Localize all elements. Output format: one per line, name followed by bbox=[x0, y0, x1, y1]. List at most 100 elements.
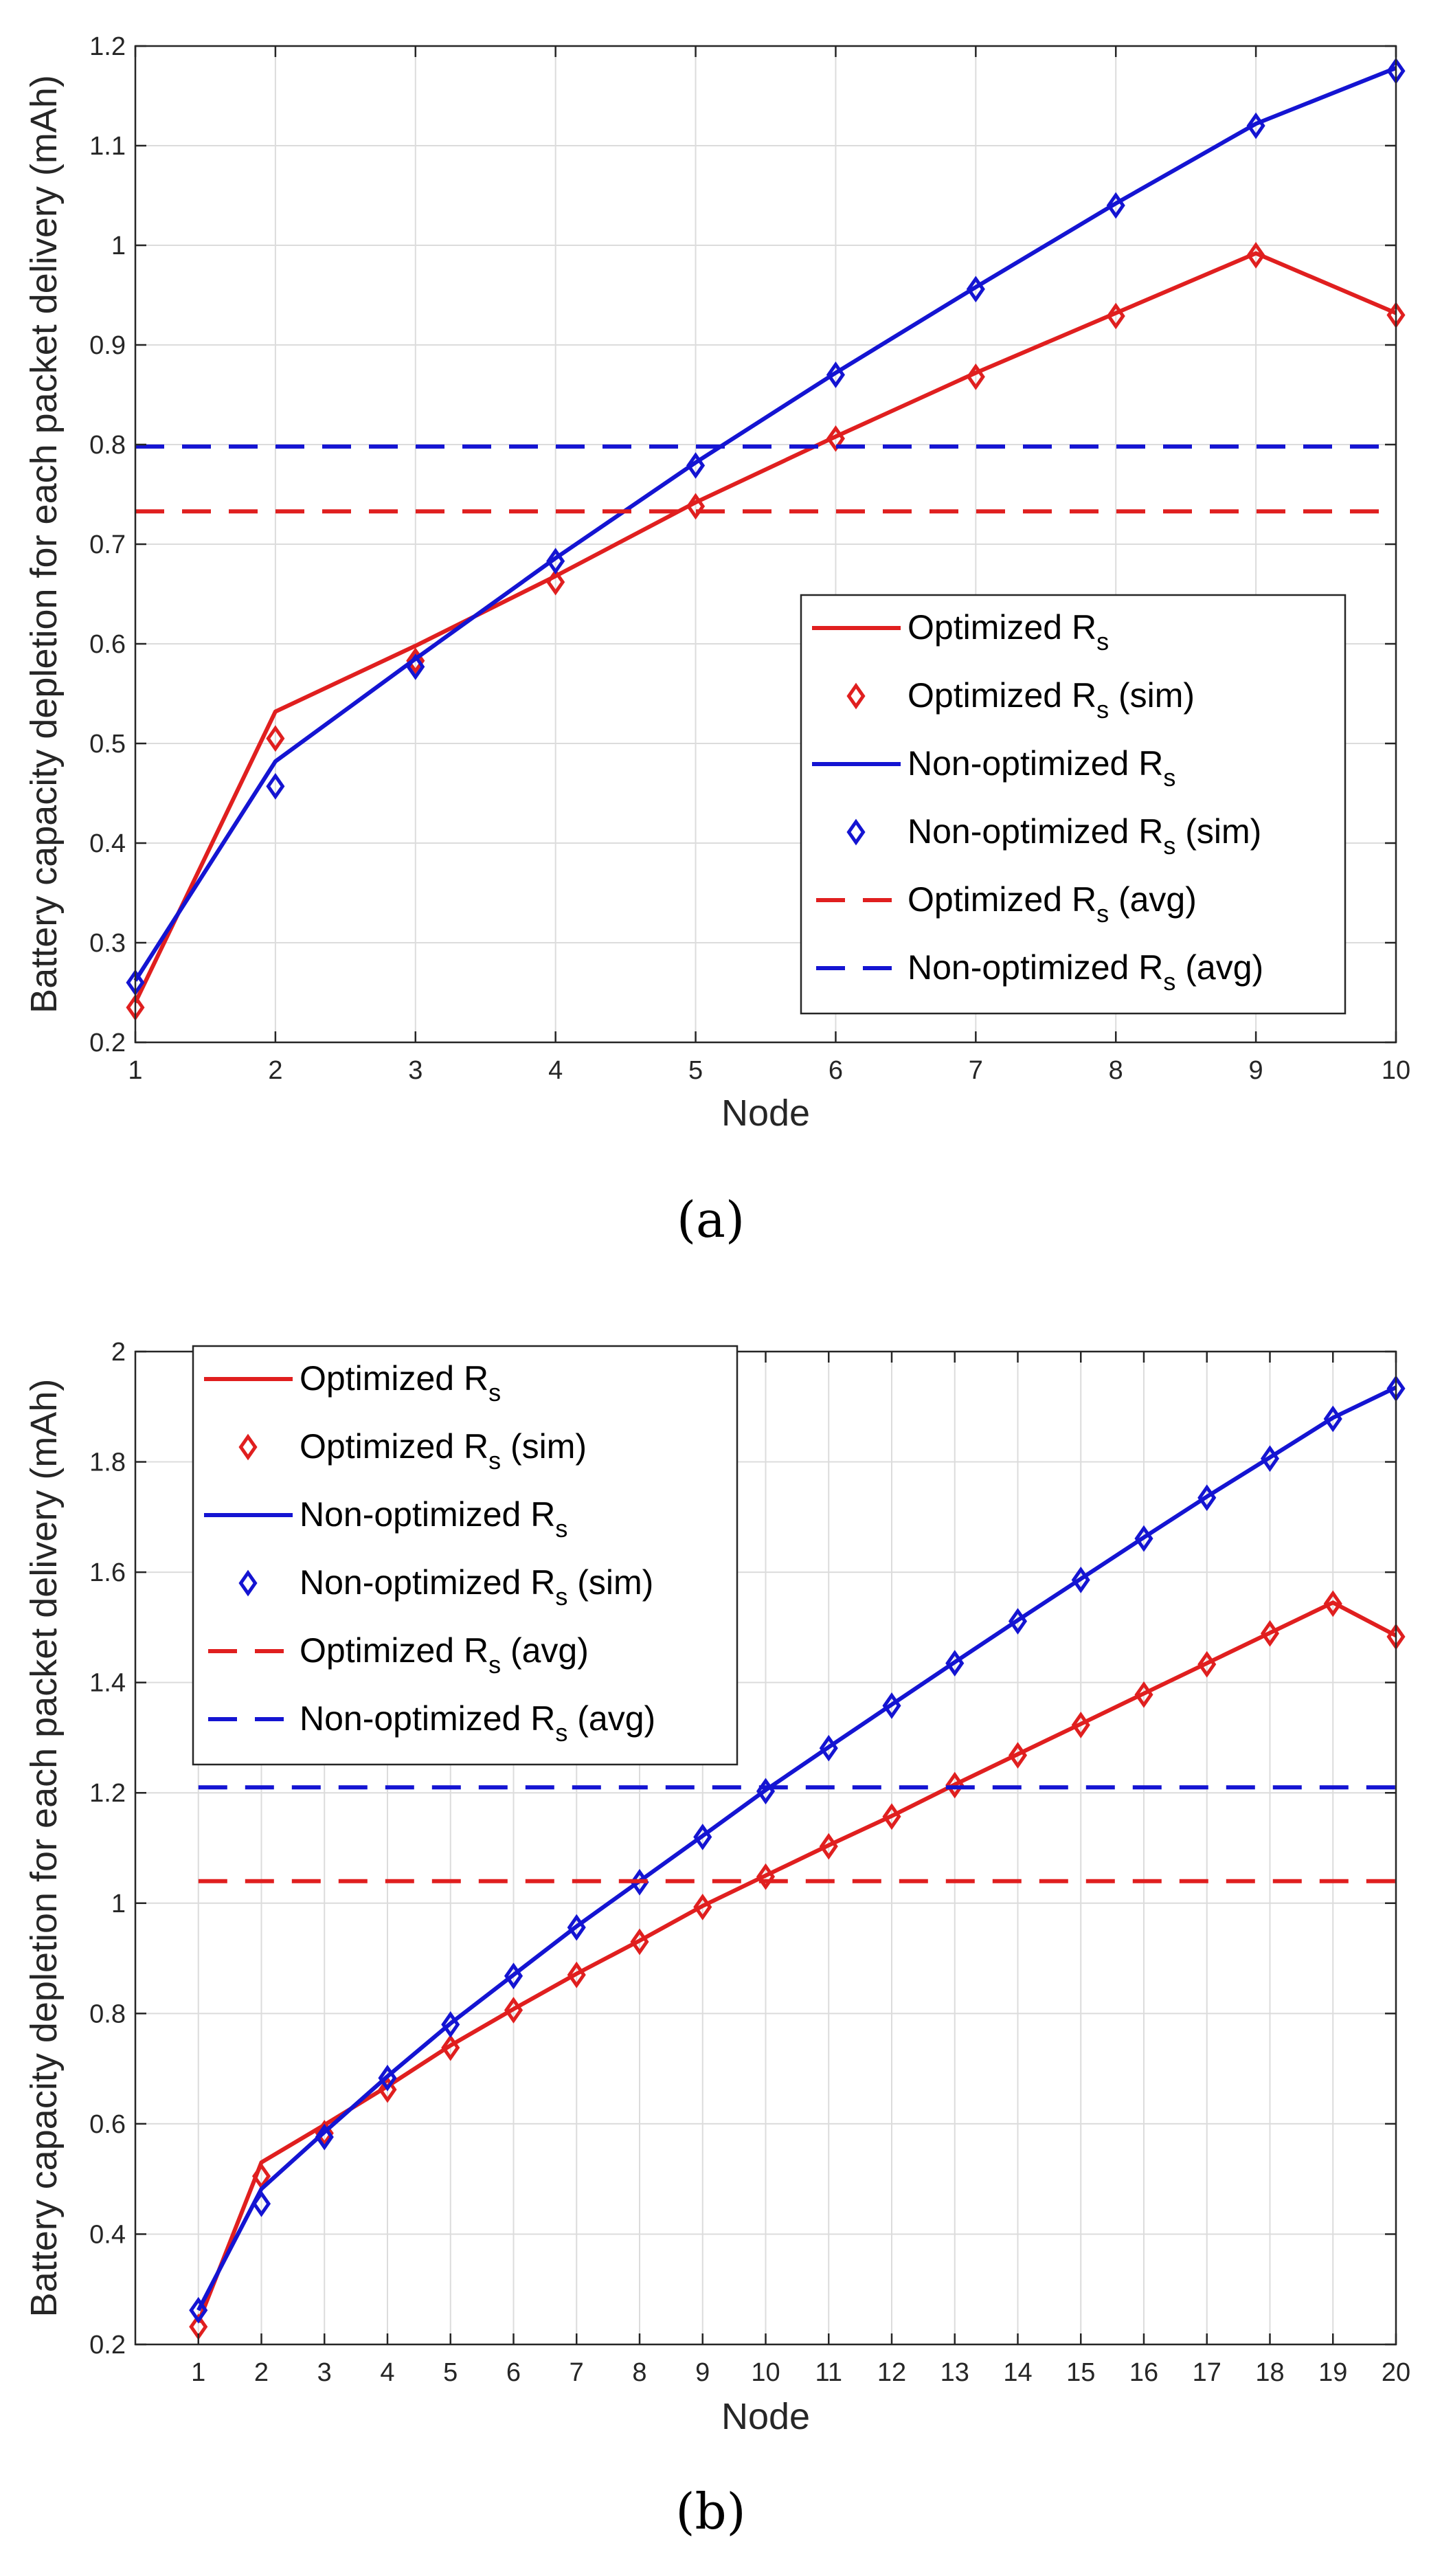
data-point bbox=[1323, 1590, 1342, 1617]
y-axis-label: Battery capacity depletion for each pack… bbox=[23, 75, 65, 1013]
chart-b: 1 2 3 4 5 6 7 8 9 10 11 12 13 14 15 16 17 18 19 200.20.40.6… bbox=[23, 1338, 1410, 2540]
legend-label: Non-optimized Rs (avg) bbox=[300, 1699, 655, 1747]
x-tick-label: 3 bbox=[408, 1056, 423, 1085]
y-tick-label: 1.1 bbox=[89, 132, 126, 161]
chart-a: 1 2 3 4 5 6 7 8 9 10 0.2 0.3 0.4 0.5 0.6 0.7 0.8 0.9 1 1.1 1… bbox=[23, 32, 1410, 1248]
legend-marker bbox=[238, 1433, 258, 1461]
x-tick-label: 19 bbox=[1318, 2358, 1347, 2387]
x-tick-label: 14 bbox=[1003, 2358, 1032, 2387]
y-tick-label: 0.2 bbox=[89, 1029, 126, 1057]
legend-label: Non-optimized Rs (sim) bbox=[908, 812, 1261, 860]
legend-entry: Optimized Rs (sim) bbox=[846, 676, 1195, 724]
x-tick-label: 15 bbox=[1066, 2358, 1095, 2387]
x-tick-label: 16 bbox=[1129, 2358, 1158, 2387]
x-tick-label: 5 bbox=[443, 2358, 458, 2387]
panel-label: (a) bbox=[677, 1191, 745, 1248]
legend-marker bbox=[238, 1569, 258, 1597]
data-point bbox=[441, 2034, 460, 2061]
x-tick-label: 1 bbox=[128, 1056, 142, 1085]
legend-label: Optimized Rs bbox=[908, 608, 1109, 656]
data-point bbox=[1134, 1681, 1153, 1708]
data-point bbox=[1197, 1484, 1217, 1512]
data-point bbox=[1260, 1620, 1280, 1647]
data-point bbox=[546, 568, 565, 596]
series-0-line bbox=[133, 251, 1397, 1004]
data-point bbox=[1246, 112, 1265, 139]
x-tick-label: 2 bbox=[254, 2358, 269, 2387]
y-tick-label: 0.5 bbox=[89, 730, 126, 759]
data-point bbox=[819, 1734, 838, 1762]
x-tick-label: 9 bbox=[695, 2358, 710, 2387]
x-tick-label: 5 bbox=[688, 1056, 703, 1085]
y-tick-label: 1 bbox=[111, 232, 126, 260]
data-point bbox=[882, 1803, 901, 1830]
data-point bbox=[966, 276, 985, 303]
data-point bbox=[1106, 192, 1125, 219]
legend: Optimized Rs Optimized Rs (sim) Non-optimi… bbox=[192, 1345, 739, 1766]
data-point bbox=[630, 1928, 649, 1956]
series-2-line bbox=[133, 66, 1397, 982]
data-point bbox=[1071, 1566, 1090, 1593]
y-tick-label: 1.8 bbox=[89, 1448, 126, 1477]
legend-label: Optimized Rs (avg) bbox=[300, 1631, 589, 1679]
y-tick-label: 1.4 bbox=[89, 1669, 126, 1698]
legend: Optimized Rs Optimized Rs (sim) Non-optimi… bbox=[800, 594, 1347, 1015]
y-tick-label: 0.6 bbox=[89, 630, 126, 659]
data-point bbox=[251, 2190, 271, 2217]
x-tick-label: 12 bbox=[877, 2358, 906, 2387]
data-point bbox=[406, 653, 425, 680]
x-tick-label: 17 bbox=[1193, 2358, 1221, 2387]
legend-entry: Non-optimized Rs (sim) bbox=[846, 812, 1261, 860]
y-tick-label: 0.6 bbox=[89, 2110, 126, 2139]
x-tick-label: 4 bbox=[380, 2358, 394, 2387]
data-point bbox=[630, 1868, 649, 1896]
y-tick-label: 1.2 bbox=[89, 32, 126, 61]
data-point bbox=[966, 363, 985, 390]
panel-label: (b) bbox=[675, 2483, 745, 2540]
data-point bbox=[266, 725, 285, 752]
x-tick-label: 20 bbox=[1382, 2358, 1410, 2387]
legend-entry: Non-optimized Rs bbox=[812, 744, 1175, 792]
y-tick-label: 0.8 bbox=[89, 431, 126, 460]
data-point bbox=[189, 2296, 208, 2324]
data-point bbox=[441, 2011, 460, 2038]
x-tick-label: 11 bbox=[815, 2358, 842, 2387]
legend-label: Non-optimized Rs (sim) bbox=[300, 1563, 653, 1611]
legend-entry: Optimized Rs bbox=[812, 608, 1109, 656]
legend-marker bbox=[846, 682, 866, 710]
x-tick-label: 8 bbox=[632, 2358, 646, 2387]
y-tick-label: 0.3 bbox=[89, 929, 126, 958]
legend-entry: Optimized Rs (avg) bbox=[816, 880, 1197, 928]
data-point bbox=[819, 1833, 838, 1860]
data-point bbox=[686, 493, 706, 520]
legend-label: Optimized Rs (avg) bbox=[908, 880, 1197, 928]
data-point bbox=[378, 2064, 397, 2092]
legend-label: Optimized Rs bbox=[300, 1359, 501, 1407]
series-0-line bbox=[196, 1600, 1397, 2323]
data-point bbox=[1071, 1712, 1090, 1738]
data-point bbox=[826, 361, 845, 388]
x-tick-label: 4 bbox=[548, 1056, 563, 1085]
data-point bbox=[1008, 1608, 1028, 1635]
x-tick-label: 9 bbox=[1249, 1056, 1263, 1085]
data-point bbox=[1260, 1445, 1280, 1472]
legend-label: Non-optimized Rs bbox=[300, 1495, 567, 1543]
data-point bbox=[756, 1863, 776, 1890]
data-point bbox=[504, 1997, 523, 2024]
legend-label: Optimized Rs (sim) bbox=[908, 676, 1195, 724]
legend-entry: Optimized Rs (sim) bbox=[238, 1427, 587, 1475]
legend-label: Non-optimized Rs (avg) bbox=[908, 948, 1263, 996]
legend-label: Non-optimized Rs bbox=[908, 744, 1175, 792]
legend-entry: Optimized Rs bbox=[204, 1359, 501, 1407]
x-tick-label: 1 bbox=[191, 2358, 205, 2387]
x-tick-label: 10 bbox=[1382, 1056, 1410, 1085]
data-point bbox=[945, 1650, 965, 1677]
x-tick-label: 13 bbox=[940, 2358, 969, 2387]
y-tick-label: 0.2 bbox=[89, 2331, 126, 2360]
legend-marker bbox=[846, 818, 866, 846]
data-point bbox=[315, 2123, 334, 2151]
data-point bbox=[693, 1894, 712, 1920]
y-tick-label: 1.2 bbox=[89, 1779, 126, 1808]
x-tick-label: 8 bbox=[1109, 1056, 1123, 1085]
x-axis-label: Node bbox=[721, 2396, 810, 2437]
